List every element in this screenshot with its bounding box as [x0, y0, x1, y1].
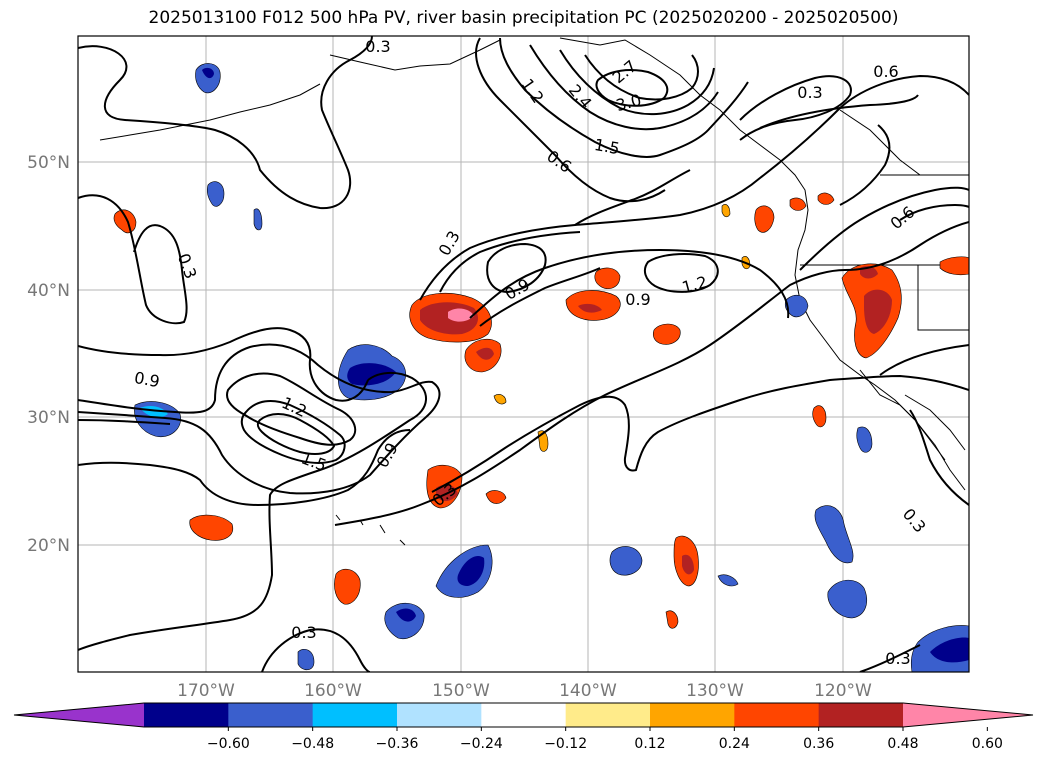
colorbar-tick-label: −0.24	[460, 736, 503, 752]
colorbar-bin	[228, 703, 314, 727]
colorbar-tick-label: −0.12	[544, 736, 587, 752]
colorbar-tick-label: 0.24	[719, 736, 750, 752]
colorbar-tick-label: −0.36	[376, 736, 419, 752]
colorbar-tick-label: 0.60	[972, 736, 1003, 752]
contour-label: 0.3	[797, 83, 822, 102]
contour-label: 0.9	[133, 368, 161, 391]
lat-label: 30°N	[27, 408, 70, 428]
colorbar-tick-label: 0.36	[803, 736, 834, 752]
colorbar-bin	[565, 703, 651, 727]
precip-shading	[113, 63, 969, 672]
lat-label: 50°N	[27, 153, 70, 173]
lon-label: 170°W	[177, 681, 235, 701]
map-title: 2025013100 F012 500 hPa PV, river basin …	[148, 8, 899, 28]
lon-labels: 170°W 160°W 150°W 140°W 130°W 120°W	[177, 681, 872, 701]
contour-labels: 0.3 0.3 0.3 0.3 0.3 0.3 0.3 0.3 0.6 0.6 …	[133, 37, 930, 668]
lon-label: 140°W	[559, 681, 617, 701]
colorbar-extension-low	[14, 703, 144, 727]
colorbar-bin	[818, 703, 904, 727]
colorbar-extension-high	[903, 703, 1033, 727]
contour-label: 0.9	[625, 290, 650, 309]
lon-label: 160°W	[304, 681, 362, 701]
colorbar-bin	[397, 703, 482, 727]
pv-contours	[78, 36, 969, 672]
colorbar: −0.60 −0.48 −0.36 −0.24 −0.12 0.12 0.24 0.36 0.4…	[13, 702, 1034, 752]
contour-label: 0.3	[291, 623, 316, 642]
lon-label: 130°W	[686, 681, 744, 701]
contour-label: 0.3	[365, 37, 390, 56]
lat-labels: 50°N 40°N 30°N 20°N	[27, 153, 70, 556]
lon-label: 120°W	[814, 681, 872, 701]
colorbar-bin	[144, 703, 229, 727]
map-area	[78, 36, 969, 672]
lat-label: 40°N	[27, 281, 70, 301]
colorbar-tick-label: −0.48	[291, 736, 334, 752]
colorbar-bin	[734, 703, 820, 727]
colorbar-outline	[13, 702, 1034, 728]
colorbar-tick-label: 0.48	[887, 736, 918, 752]
colorbar-bin	[481, 703, 567, 727]
colorbar-bin	[312, 703, 398, 727]
contour-label: 1.5	[593, 135, 621, 158]
colorbar-tick-label: 0.12	[634, 736, 665, 752]
colorbar-tick-label: −0.60	[207, 736, 250, 752]
colorbar-bin	[650, 703, 735, 727]
map-frame	[77, 35, 970, 673]
coastlines	[99, 37, 969, 546]
lon-label: 150°W	[432, 681, 490, 701]
contour-label: 0.3	[885, 649, 910, 668]
contour-label: 0.6	[873, 62, 898, 81]
lat-label: 20°N	[27, 536, 70, 556]
